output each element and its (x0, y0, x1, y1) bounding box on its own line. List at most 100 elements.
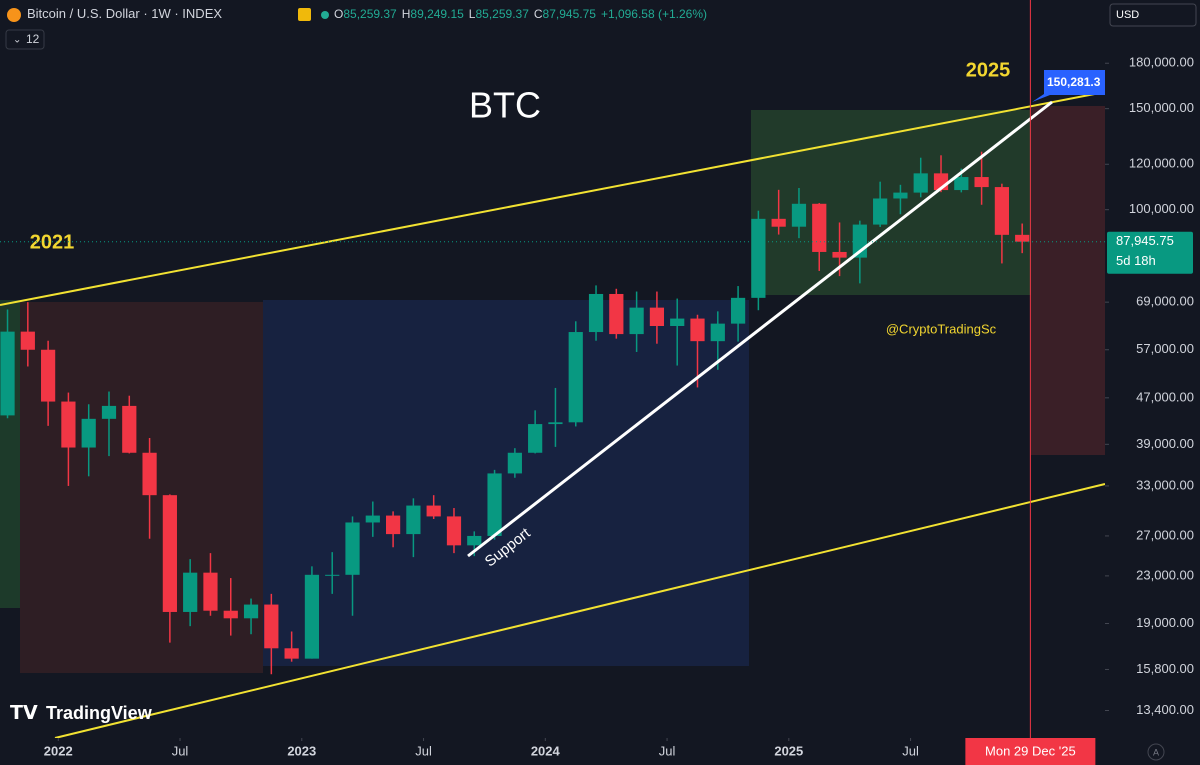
price-axis (1105, 0, 1200, 765)
candle-body (751, 218, 766, 298)
zone (751, 110, 1057, 295)
candle-body (41, 349, 56, 402)
candle-body (203, 572, 218, 611)
year-label: 2021 (30, 231, 75, 253)
x-tick-label: 2024 (531, 743, 561, 758)
change: +1,096.58 (+1.26%) (601, 7, 707, 21)
currency: USD (1116, 9, 1139, 21)
candle-body (670, 318, 685, 327)
auto-scale[interactable] (1147, 743, 1165, 761)
brand: TradingView (46, 703, 153, 723)
ohlc-value: 87,945.75 (543, 7, 597, 21)
candle-body (690, 318, 705, 342)
candle-body (81, 418, 96, 448)
zone (263, 300, 749, 666)
candle-body (426, 505, 441, 517)
ohlc-key: L (469, 7, 476, 21)
cursor-label: Mon 29 Dec '25 (985, 743, 1076, 758)
candle-body (730, 297, 746, 324)
channel-top (0, 91, 1106, 306)
chevron: ⌄ (13, 35, 21, 46)
candle-body (183, 572, 198, 612)
y-tick-label: 23,000.00 (1136, 567, 1194, 582)
support-line (467, 100, 1053, 558)
ohlc-key: H (402, 7, 411, 21)
target-clip: 150,281.3 (1047, 75, 1101, 89)
last-price-box (1107, 231, 1193, 274)
ohlc-value: 85,259.37 (475, 7, 529, 21)
candle-body (304, 574, 320, 659)
candle-body (507, 452, 522, 474)
candle-body (61, 401, 76, 448)
candle-body (101, 405, 117, 419)
candle-body (649, 307, 665, 327)
y-tick-label: 57,000.00 (1136, 341, 1194, 356)
zone (20, 302, 263, 673)
year-label: 2025 (966, 59, 1011, 81)
x-tick-label: Jul (659, 743, 676, 758)
candle-body (162, 495, 177, 612)
y-tick-label: 47,000.00 (1136, 389, 1194, 404)
candle-body (548, 422, 563, 425)
candle-body (487, 473, 502, 536)
brand-logo: 𝗧𝗩 (10, 703, 38, 724)
candle-body (243, 604, 259, 619)
symbol-icon (7, 8, 21, 22)
y-tick-label: 13,400.00 (1136, 702, 1194, 717)
candle-body (609, 293, 624, 335)
candle-body (812, 203, 827, 252)
indicator-count: 12 (26, 32, 40, 46)
ohlc: O85,259.37 H89,249.15 L85,259.37 C87,945.75… (334, 7, 707, 21)
channel-bottom (54, 483, 1106, 739)
currency-selector[interactable] (1109, 3, 1197, 27)
candle-body (406, 505, 421, 535)
candle-body (994, 187, 1009, 235)
zone (1031, 106, 1105, 455)
candle-body (913, 173, 928, 193)
y-tick-label: 180,000.00 (1129, 55, 1194, 70)
candle-body (588, 293, 604, 333)
auto-scale-label: A (1153, 747, 1159, 757)
y-tick-label: 120,000.00 (1129, 156, 1194, 171)
candle-body (142, 452, 157, 496)
candle-body (264, 604, 279, 649)
candle-body (20, 331, 35, 350)
candle-body (832, 251, 847, 258)
y-tick-label: 27,000.00 (1136, 527, 1194, 542)
candle-body (791, 203, 807, 227)
y-tick-label: 150,000.00 (1129, 100, 1194, 115)
candle-body (954, 177, 969, 191)
y-tick-label: 39,000.00 (1136, 436, 1194, 451)
candle-body (710, 323, 725, 342)
last-price-label: 87,945.75 (1116, 233, 1174, 248)
ohlc-value: 85,259.37 (343, 7, 397, 21)
header: Bitcoin / U.S. Dollar · 1W · INDEX (27, 6, 222, 21)
x-tick-label: Jul (902, 743, 919, 758)
candle-body (568, 332, 583, 423)
y-tick-label: 15,800.00 (1136, 661, 1194, 676)
target-label: 150,281.3 (1047, 75, 1101, 89)
x-tick-label: Jul (415, 743, 432, 758)
candle-body (325, 574, 340, 576)
countdown: 5d 18h (1116, 253, 1156, 268)
indicator-toggle[interactable] (5, 29, 45, 50)
candle-body (0, 331, 15, 416)
status-dot (321, 11, 329, 19)
candle-body (385, 515, 401, 535)
candle-body (873, 198, 888, 225)
ohlc-value: 89,249.15 (410, 7, 464, 21)
chart-title: BTC (469, 85, 541, 126)
candle-body (629, 307, 644, 335)
candle-body (974, 177, 989, 188)
candle-body (345, 522, 360, 575)
candle-body (122, 405, 137, 453)
ohlc-key: C (534, 7, 543, 21)
time-axis (0, 738, 1105, 765)
y-tick-label: 33,000.00 (1136, 477, 1194, 492)
candle-body (446, 516, 462, 546)
candle-body (771, 218, 786, 227)
symbol: Bitcoin / U.S. Dollar · 1W · INDEX (27, 6, 222, 21)
flag-icon[interactable] (298, 8, 311, 21)
x-tick-label: Jul (172, 743, 189, 758)
